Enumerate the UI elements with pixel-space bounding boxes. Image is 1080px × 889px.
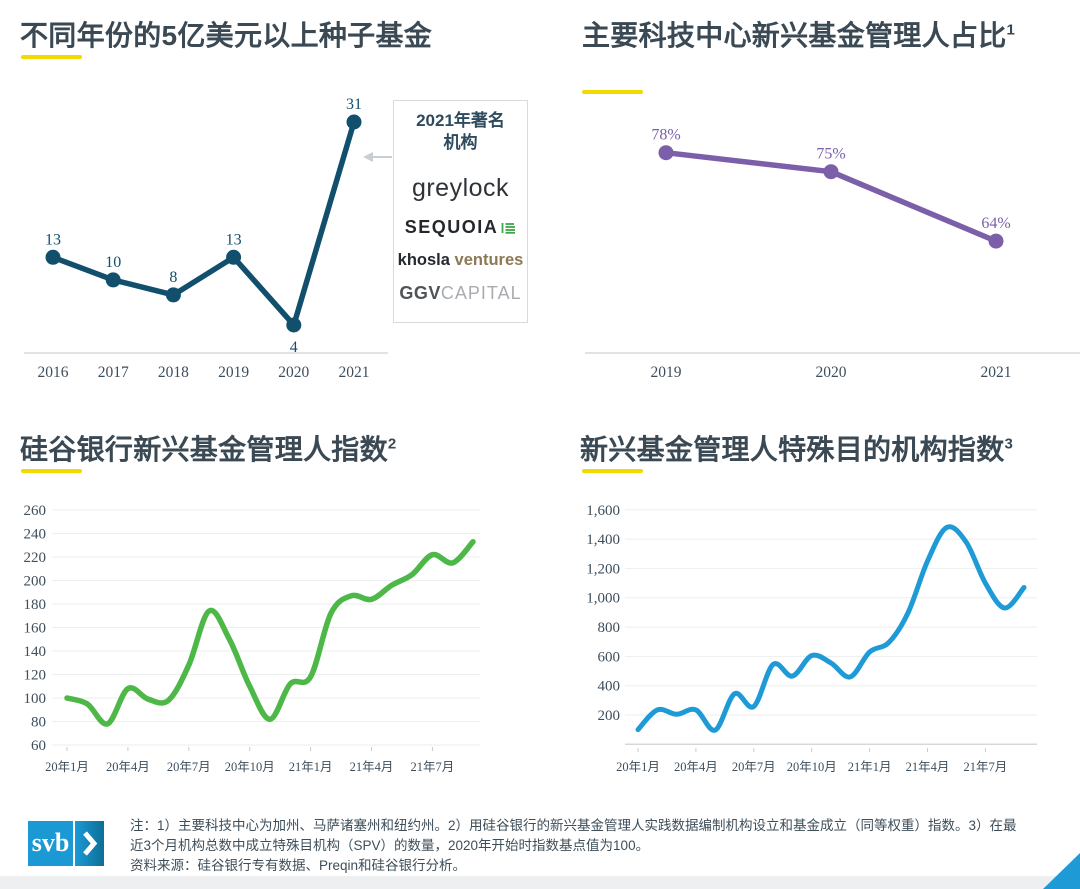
svg-text:240: 240 bbox=[24, 527, 47, 543]
callout-arrow-icon bbox=[363, 152, 392, 162]
callout-title-line2: 机构 bbox=[443, 133, 478, 153]
svg-text:140: 140 bbox=[24, 644, 47, 660]
svg-text:260: 260 bbox=[24, 503, 47, 519]
seed-funds-title-underline bbox=[21, 55, 82, 59]
sequoia-wordmark: SEQUOIA bbox=[404, 216, 499, 237]
svg-text:2019: 2019 bbox=[218, 364, 249, 381]
svg-text:10: 10 bbox=[105, 254, 121, 271]
tech-hubs-title-underline bbox=[582, 90, 643, 94]
svg-text:21年1月: 21年1月 bbox=[289, 760, 333, 774]
svg-text:200: 200 bbox=[598, 708, 621, 724]
svg-text:21年4月: 21年4月 bbox=[906, 760, 950, 774]
tech-hubs-title: 主要科技中心新兴基金管理人占比1 bbox=[582, 14, 1015, 54]
svg-text:20年4月: 20年4月 bbox=[106, 760, 150, 774]
svg-text:120: 120 bbox=[24, 668, 47, 684]
svg-text:1,000: 1,000 bbox=[586, 591, 620, 607]
svg-text:64%: 64% bbox=[981, 215, 1010, 232]
khosla-wordmark-bold: khosla bbox=[397, 250, 450, 269]
khosla-wordmark-light: ventures bbox=[454, 250, 524, 269]
svg-text:200: 200 bbox=[24, 574, 47, 590]
sequoia-capital-logo: SEQUOIA bbox=[394, 217, 527, 238]
footnote-line-1: 注：1）主要科技中心为加州、马萨诸塞州和纽约州。2）用硅谷银行的新兴基金管理人实… bbox=[130, 818, 1017, 833]
callout-title-line1: 2021年著名 bbox=[416, 111, 505, 130]
svg-text:2019: 2019 bbox=[651, 364, 682, 381]
svg-text:78%: 78% bbox=[651, 127, 680, 144]
svg-text:21年7月: 21年7月 bbox=[964, 760, 1008, 774]
svg-text:21年7月: 21年7月 bbox=[411, 760, 455, 774]
svb-index-title-underline bbox=[21, 469, 82, 473]
svg-text:2018: 2018 bbox=[158, 364, 189, 381]
spv-index-line-chart: 200 400 600 800 1,000 1,200 1,400 1,600 20年1月 20年… bbox=[575, 495, 1080, 795]
svg-text:2020: 2020 bbox=[816, 364, 847, 381]
seed-funds-title-text: 不同年份的5亿美元以上种子基金 bbox=[20, 20, 433, 51]
svg-text:2017: 2017 bbox=[98, 364, 129, 381]
svg-text:80: 80 bbox=[31, 715, 46, 731]
svb-logo-chevron-icon bbox=[75, 821, 104, 866]
svg-text:2020: 2020 bbox=[278, 364, 309, 381]
svg-text:20年1月: 20年1月 bbox=[616, 760, 660, 774]
svg-text:8: 8 bbox=[169, 269, 177, 286]
svg-text:2021: 2021 bbox=[981, 364, 1012, 381]
svg-text:20年4月: 20年4月 bbox=[674, 760, 718, 774]
ggv-capital-logo: GGVCAPITAL bbox=[394, 283, 527, 304]
svg-text:600: 600 bbox=[598, 649, 621, 665]
tech-hubs-title-text: 主要科技中心新兴基金管理人占比 bbox=[582, 20, 1007, 51]
svg-text:1,400: 1,400 bbox=[586, 532, 620, 548]
ggv-wordmark-bold: GGV bbox=[399, 282, 441, 303]
svg-text:31: 31 bbox=[346, 96, 362, 113]
notable-firms-2021-box: 2021年著名 机构 greylock SEQUOIA khosla ventu… bbox=[393, 100, 528, 323]
svg-text:1,200: 1,200 bbox=[586, 561, 620, 577]
khosla-ventures-logo: khosla ventures bbox=[394, 251, 527, 270]
svg-text:20年10月: 20年10月 bbox=[787, 760, 837, 774]
svg-text:75%: 75% bbox=[816, 146, 845, 163]
svg-text:400: 400 bbox=[598, 679, 621, 695]
svg-text:20年10月: 20年10月 bbox=[225, 760, 275, 774]
ggv-wordmark-light: CAPITAL bbox=[440, 282, 522, 303]
svg-text:21年1月: 21年1月 bbox=[848, 760, 892, 774]
svb-index-line-chart: 60 80 100 120 140 160 180 200 220 240 260 20年1月 20年4… bbox=[20, 495, 540, 795]
svg-text:1,600: 1,600 bbox=[586, 503, 620, 519]
svg-text:21年4月: 21年4月 bbox=[350, 760, 394, 774]
tech-hubs-line-chart: 78% 75% 64% 2019 2020 2021 bbox=[585, 110, 1080, 415]
svg-text:160: 160 bbox=[24, 621, 47, 637]
greylock-logo: greylock bbox=[411, 173, 510, 202]
sequoia-mark-icon bbox=[501, 222, 516, 234]
svg-text:13: 13 bbox=[45, 231, 61, 248]
svb-logo-wordmark: svb bbox=[28, 821, 73, 866]
svg-text:180: 180 bbox=[24, 597, 47, 613]
svg-text:220: 220 bbox=[24, 550, 47, 566]
seed-funds-title: 不同年份的5亿美元以上种子基金 bbox=[20, 14, 432, 54]
callout-box-title: 2021年著名 机构 bbox=[394, 110, 527, 155]
svg-text:20年1月: 20年1月 bbox=[45, 760, 89, 774]
svg-text:13: 13 bbox=[226, 231, 242, 248]
bottom-band bbox=[0, 876, 1080, 889]
footnote-line-2: 近3个月机构总数中成立特殊目机构（SPV）的数量，2020年开始时指数基点值为1… bbox=[130, 838, 650, 853]
spv-index-title-text: 新兴基金管理人特殊目的机构指数 bbox=[580, 434, 1005, 465]
svg-text:20年7月: 20年7月 bbox=[732, 760, 776, 774]
svg-text:800: 800 bbox=[598, 620, 621, 636]
svb-logo: svb bbox=[28, 821, 104, 866]
svg-text:20年7月: 20年7月 bbox=[167, 760, 211, 774]
source-line: 资料来源：硅谷银行专有数据、Preqin和硅谷银行分析。 bbox=[130, 858, 467, 873]
svg-text:100: 100 bbox=[24, 691, 47, 707]
svb-index-title-text: 硅谷银行新兴基金管理人指数 bbox=[20, 434, 388, 465]
spv-index-title-underline bbox=[582, 469, 643, 473]
spv-index-title: 新兴基金管理人特殊目的机构指数3 bbox=[580, 428, 1013, 468]
svb-index-title: 硅谷银行新兴基金管理人指数2 bbox=[20, 428, 397, 468]
spv-index-title-sup: 3 bbox=[1004, 435, 1014, 453]
footnotes: 注：1）主要科技中心为加州、马萨诸塞州和纽约州。2）用硅谷银行的新兴基金管理人实… bbox=[130, 816, 1065, 876]
seed-funds-line-chart: 13 10 8 13 4 31 2016 2017 2018 2019 2020 2021 bbox=[20, 95, 395, 400]
svb-index-title-sup: 2 bbox=[387, 435, 397, 453]
svg-text:4: 4 bbox=[290, 339, 298, 356]
svg-text:2016: 2016 bbox=[38, 364, 69, 381]
svg-text:60: 60 bbox=[31, 738, 46, 754]
tech-hubs-title-sup: 1 bbox=[1006, 21, 1016, 39]
svg-text:2021: 2021 bbox=[339, 364, 370, 381]
